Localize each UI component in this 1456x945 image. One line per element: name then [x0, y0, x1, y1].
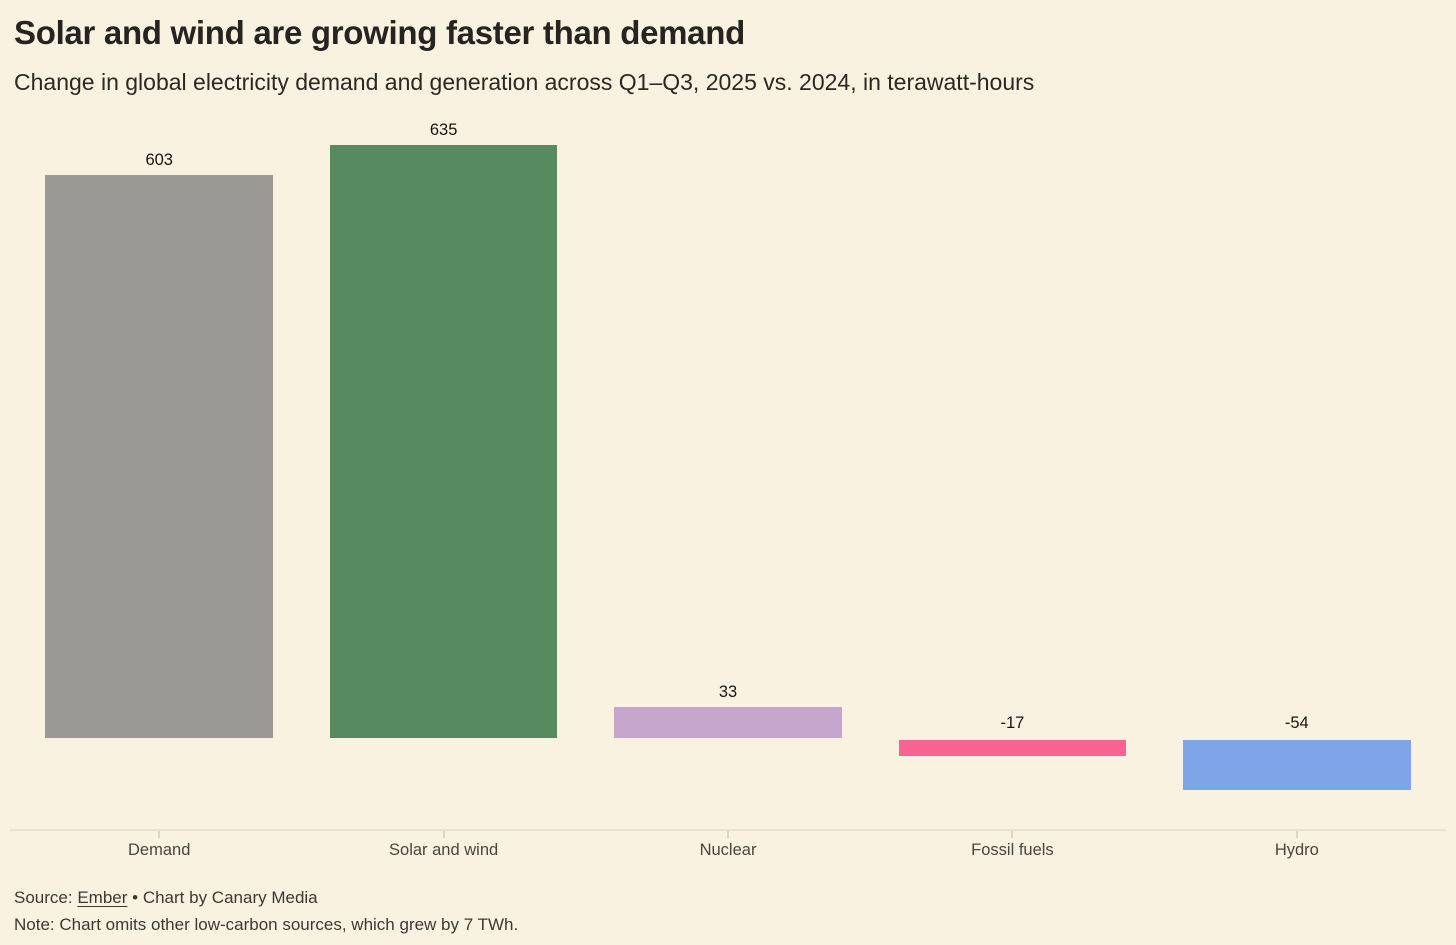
axis-tick: [727, 831, 730, 838]
credit-text: Chart by Canary Media: [142, 888, 318, 907]
source-prefix: Source:: [14, 888, 73, 907]
x-axis-label-hydro: Hydro: [1274, 841, 1319, 859]
x-axis-label-solar-and-wind: Solar and wind: [389, 841, 499, 859]
bar-value-label: -17: [1000, 714, 1025, 732]
x-axis-labels: Demand Solar and wind Nuclear Fossil fuels H…: [17, 841, 1439, 860]
bar-nuclear[interactable]: [614, 707, 842, 738]
bar-value-label: 33: [718, 683, 738, 701]
bar-value-label: -54: [1284, 714, 1309, 732]
bar-column-demand: 603: [17, 119, 301, 838]
source-separator: •: [132, 888, 139, 907]
bar-demand[interactable]: [45, 175, 273, 738]
axis-tick: [158, 831, 161, 838]
x-axis-label-demand: Demand: [128, 841, 191, 859]
chart-footer: Source: Ember • Chart by Canary Media No…: [14, 884, 518, 938]
note-line: Note: Chart omits other low-carbon sourc…: [14, 915, 519, 934]
source-link[interactable]: Ember: [77, 888, 128, 907]
bar-column-fossil-fuels: -17: [870, 119, 1154, 838]
bar-value-label: 635: [429, 121, 458, 139]
x-axis-label-fossil-fuels: Fossil fuels: [971, 841, 1054, 859]
bar-fossil-fuels[interactable]: [898, 740, 1127, 756]
bar-value-label: 603: [145, 151, 173, 169]
source-line: Source: Ember • Chart by Canary Media: [14, 884, 518, 911]
bar-solar-and-wind[interactable]: [329, 145, 558, 738]
bar-column-solar-and-wind: 635: [301, 119, 585, 838]
axis-tick: [1295, 831, 1298, 838]
plot-area: 603 635 33 -17 -54: [17, 119, 1439, 838]
x-axis-label-nuclear: Nuclear: [699, 841, 757, 859]
x-axis-line: [10, 829, 1446, 831]
axis-tick: [442, 831, 445, 838]
bar-hydro[interactable]: [1183, 740, 1411, 790]
chart-title: Solar and wind are growing faster than d…: [14, 14, 745, 51]
chart-subtitle: Change in global electricity demand and …: [14, 69, 1035, 95]
bar-column-hydro: -54: [1155, 119, 1439, 838]
axis-tick: [1011, 831, 1014, 838]
bar-column-nuclear: 33: [586, 119, 870, 838]
